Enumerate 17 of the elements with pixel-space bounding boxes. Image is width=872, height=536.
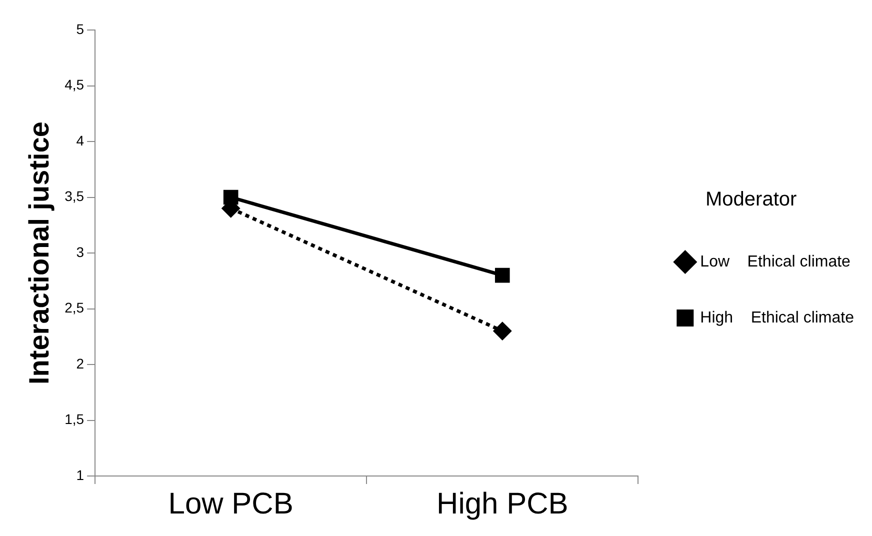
y-tick-label: 3 (76, 244, 84, 260)
y-tick-label: 4,5 (64, 76, 84, 93)
y-tick-label: 1,5 (64, 411, 84, 428)
y-tick-label: 1 (76, 466, 84, 483)
x-tick-label: High PCB (436, 487, 568, 520)
legend-label: High Ethical climate (700, 309, 854, 326)
y-axis-title: Interactional justice (24, 122, 55, 384)
y-tick-label: 2 (76, 355, 84, 372)
y-tick-label: 5 (76, 20, 84, 37)
y-tick-label: 2,5 (64, 300, 84, 316)
x-tick-label: Low PCB (168, 487, 294, 520)
point (494, 322, 512, 340)
y-tick-label: 3,5 (64, 188, 84, 204)
y-tick-label: 4 (76, 132, 84, 148)
legend-title: Moderator (706, 188, 797, 211)
point (494, 268, 510, 283)
legend-label: Low Ethical climate (700, 253, 851, 270)
